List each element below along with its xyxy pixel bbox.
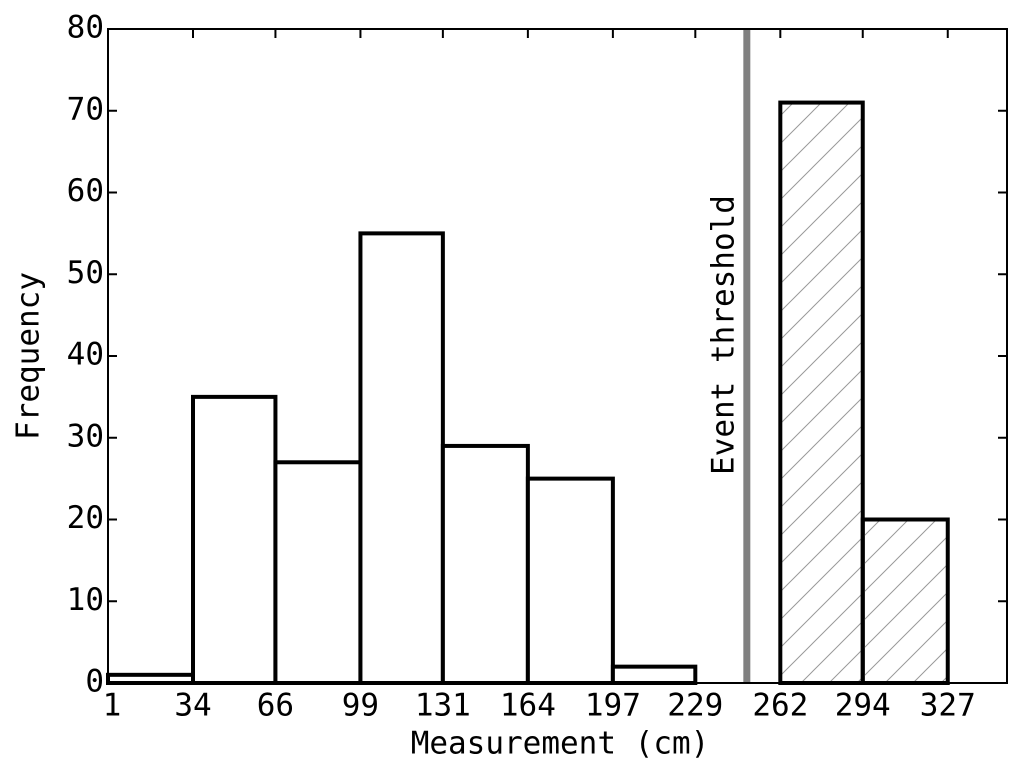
y-tick-label: 20 bbox=[67, 500, 104, 536]
bar bbox=[525, 476, 615, 685]
x-tick-label: 34 bbox=[174, 688, 211, 724]
bar bbox=[440, 443, 530, 685]
bar bbox=[358, 231, 445, 685]
x-tick-label: 229 bbox=[667, 688, 723, 724]
x-tick-label: 131 bbox=[415, 688, 471, 724]
x-tick-label: 327 bbox=[920, 688, 976, 724]
y-axis-label: Frequency bbox=[11, 272, 47, 440]
threshold-label: Event threshold bbox=[705, 195, 741, 475]
bar bbox=[860, 517, 950, 685]
bar bbox=[610, 664, 698, 686]
bar bbox=[106, 672, 196, 686]
x-tick-label: 99 bbox=[342, 688, 379, 724]
x-tick-label: 164 bbox=[500, 688, 556, 724]
y-tick-label: 80 bbox=[67, 10, 104, 46]
bar bbox=[778, 100, 865, 685]
y-tick-label: 70 bbox=[67, 91, 104, 127]
y-tick-label: 40 bbox=[67, 337, 104, 373]
y-tick-label: 0 bbox=[85, 664, 104, 700]
bar bbox=[191, 394, 278, 685]
x-tick-label: 262 bbox=[752, 688, 808, 724]
x-axis-label: Measurement (cm) bbox=[411, 726, 710, 762]
x-tick-label: 294 bbox=[835, 688, 891, 724]
y-tick-label: 10 bbox=[67, 582, 104, 618]
x-tick-label: 197 bbox=[585, 688, 641, 724]
y-tick-label: 30 bbox=[67, 418, 104, 454]
y-tick-label: 50 bbox=[67, 255, 104, 291]
bar bbox=[273, 460, 363, 685]
y-tick-label: 60 bbox=[67, 173, 104, 209]
x-tick-label: 66 bbox=[257, 688, 294, 724]
x-tick-label: 1 bbox=[103, 688, 122, 724]
